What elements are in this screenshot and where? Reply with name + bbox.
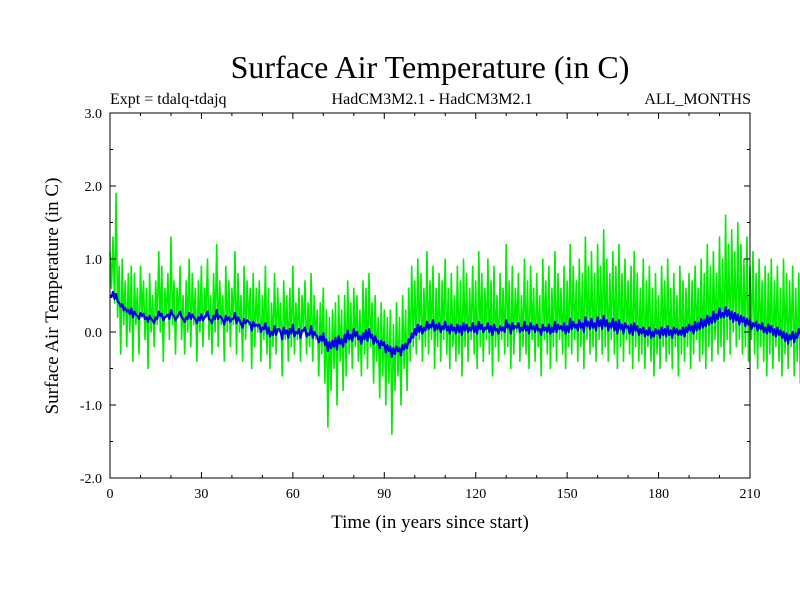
- x-tick-label: 60: [286, 487, 300, 502]
- model-comparison-label: HadCM3M2.1 - HadCM3M2.1: [332, 91, 533, 108]
- y-axis-label: Surface Air Temperature (in C): [42, 178, 63, 415]
- x-axis-label: Time (in years since start): [331, 512, 529, 533]
- axes-group: 0 30 60 90 120 150 180 210 -2.0 -1.0 0.0 1.0 2.0 3.0: [80, 107, 761, 502]
- series-line-monthly: [109, 192, 800, 436]
- x-tick-label: 150: [557, 487, 578, 502]
- x-tick-label: 30: [194, 487, 208, 502]
- y-tick-label: -1.0: [80, 399, 102, 414]
- y-tick-label: 0.0: [85, 326, 103, 341]
- chart-title: Surface Air Temperature (in C): [231, 49, 630, 85]
- y-tick-label: 1.0: [85, 253, 103, 268]
- y-tick-label: 2.0: [85, 180, 103, 195]
- x-tick-label: 0: [107, 487, 114, 502]
- series-line-running-mean: [109, 290, 800, 358]
- x-tick-label: 180: [648, 487, 669, 502]
- x-tick-label: 210: [740, 487, 761, 502]
- x-tick-label: 120: [465, 487, 486, 502]
- experiment-label: Expt = tdalq-tdajq: [110, 91, 227, 108]
- plot-frame: [109, 112, 751, 479]
- x-tick-label: 90: [377, 487, 391, 502]
- plot-data-group: [109, 192, 800, 436]
- season-label: ALL_MONTHS: [644, 91, 751, 108]
- y-tick-label: -2.0: [80, 472, 102, 487]
- y-tick-label: 3.0: [85, 107, 103, 122]
